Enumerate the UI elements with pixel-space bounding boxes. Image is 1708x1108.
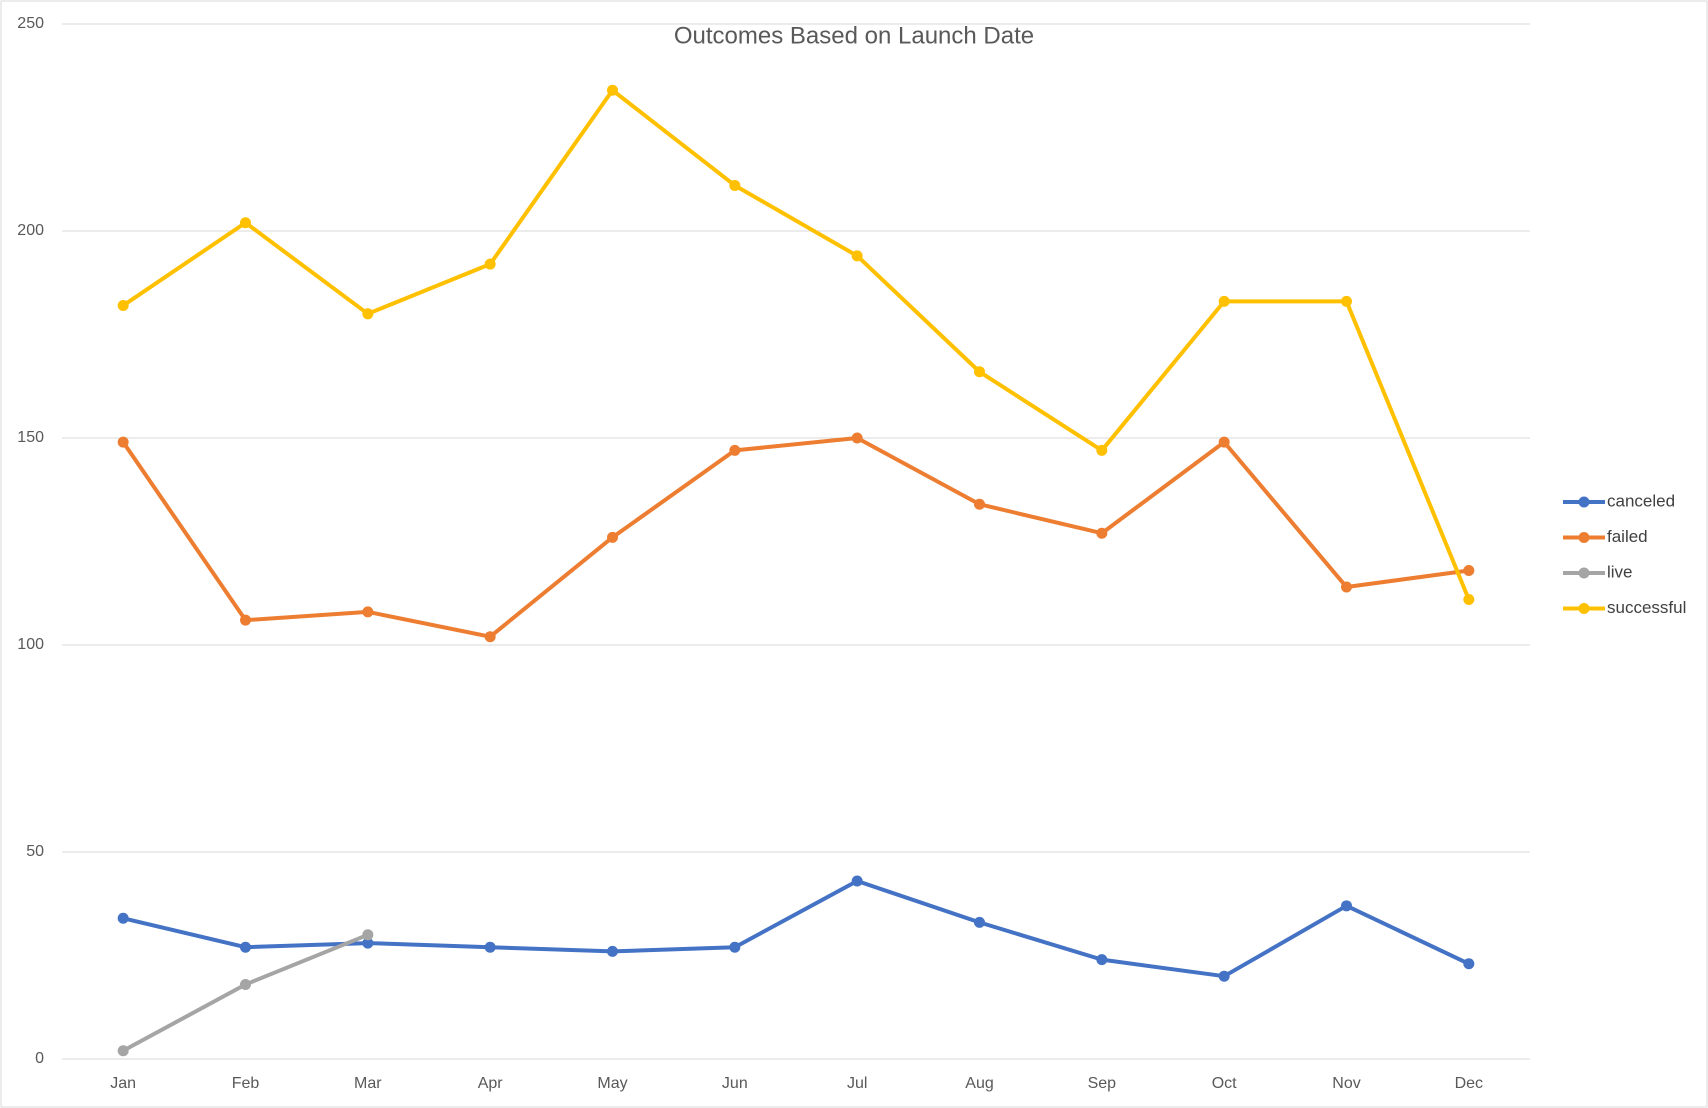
data-point [729, 179, 741, 191]
data-point [240, 941, 251, 953]
data-point [1096, 527, 1108, 539]
data-point [607, 84, 618, 96]
data-point [1341, 295, 1352, 307]
data-point [362, 606, 374, 618]
data-point [117, 912, 129, 924]
chart-title: Outcomes Based on Launch Date [674, 22, 1034, 49]
legend-label: failed [1607, 527, 1648, 546]
legend-label: live [1607, 562, 1633, 581]
data-point [362, 937, 374, 949]
data-point [362, 308, 374, 320]
data-point [974, 498, 985, 510]
data-point [117, 1045, 129, 1057]
y-tick-label: 250 [17, 15, 44, 32]
data-point [1463, 593, 1475, 605]
y-tick-label: 200 [17, 222, 44, 239]
data-point [117, 300, 129, 312]
data-point [974, 916, 985, 928]
y-tick-label: 0 [35, 1050, 44, 1067]
data-point [240, 614, 251, 626]
data-point [851, 250, 863, 262]
data-point [1218, 970, 1230, 982]
data-point [1341, 581, 1352, 593]
x-tick-label: Feb [232, 1075, 260, 1092]
series-line [122, 88, 1471, 601]
data-point [1463, 958, 1475, 970]
x-tick-label: Oct [1212, 1075, 1237, 1092]
x-tick-label: Nov [1332, 1075, 1360, 1092]
data-point [484, 258, 496, 270]
data-point [1341, 900, 1352, 912]
x-tick-label: Jul [847, 1075, 867, 1092]
x-tick-label: Aug [965, 1075, 993, 1092]
x-tick-label: Sep [1088, 1075, 1117, 1092]
data-point [1096, 954, 1108, 966]
data-point [240, 217, 251, 229]
data-point [607, 945, 618, 957]
data-point [729, 941, 741, 953]
legend-marker [1578, 496, 1590, 508]
data-point [607, 531, 618, 543]
x-tick-label: Jun [722, 1075, 748, 1092]
legend-marker [1578, 567, 1590, 579]
y-tick-label: 100 [17, 636, 44, 653]
legend-label: successful [1607, 598, 1686, 617]
y-tick-label: 50 [26, 843, 44, 860]
data-point [1463, 564, 1475, 576]
data-point [484, 941, 496, 953]
data-point [1218, 436, 1230, 448]
data-point [117, 436, 129, 448]
data-point [1096, 444, 1108, 456]
data-point [974, 366, 985, 378]
data-point [851, 432, 863, 444]
x-tick-label: Mar [354, 1075, 382, 1092]
legend-marker [1578, 532, 1590, 543]
x-tick-label: Dec [1455, 1075, 1483, 1092]
data-point [1218, 295, 1230, 307]
legend-marker [1578, 603, 1590, 614]
data-point [851, 875, 863, 887]
x-tick-label: Jan [110, 1075, 136, 1092]
legend-label: canceled [1607, 491, 1675, 510]
data-point [484, 631, 496, 643]
x-tick-label: May [597, 1075, 627, 1092]
data-point [729, 444, 741, 456]
series-line [121, 436, 1470, 639]
data-point [240, 978, 251, 990]
y-tick-label: 150 [17, 429, 44, 446]
x-tick-label: Apr [478, 1075, 504, 1092]
data-point [362, 929, 374, 941]
